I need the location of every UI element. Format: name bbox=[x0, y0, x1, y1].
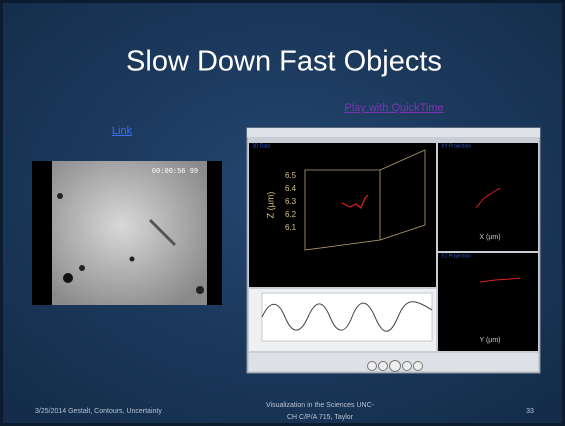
particle bbox=[57, 193, 63, 199]
button[interactable] bbox=[403, 362, 412, 371]
button[interactable] bbox=[368, 362, 377, 371]
tick-label: 6.1 bbox=[285, 223, 297, 232]
waveform-plot bbox=[262, 293, 432, 341]
panel-label: XY Projection bbox=[441, 143, 471, 149]
button[interactable] bbox=[414, 362, 423, 371]
title: Slow Down Fast Objects bbox=[126, 46, 442, 78]
page: Slow Down Fast Objects Link Play with Qu… bbox=[0, 0, 565, 426]
button[interactable] bbox=[390, 361, 401, 372]
page-number: 33 bbox=[526, 408, 534, 415]
tick-label: 6.2 bbox=[285, 210, 297, 219]
title-bar bbox=[247, 128, 540, 137]
axis-label: Z (µm) bbox=[265, 192, 275, 219]
axis-label: Y (µm) bbox=[479, 337, 500, 344]
link[interactable]: Play with QuickTime bbox=[344, 102, 443, 114]
footer-course: Visualization in the Sciences UNC- bbox=[266, 402, 375, 409]
link[interactable]: Link bbox=[112, 125, 133, 137]
slide: Slow Down Fast Objects Link Play with Qu… bbox=[0, 0, 565, 426]
particle bbox=[63, 273, 73, 283]
particle bbox=[79, 265, 85, 271]
button[interactable] bbox=[379, 362, 388, 371]
microscope-image bbox=[52, 161, 207, 305]
tick-label: 6.5 bbox=[285, 171, 297, 180]
tick-label: 6.3 bbox=[285, 197, 297, 206]
tick-label: 6.4 bbox=[285, 184, 297, 193]
panel-3d bbox=[249, 143, 436, 287]
footer-course: CH C/P/A 715, Taylor bbox=[287, 414, 354, 421]
timestamp: 00:00:56 99 bbox=[152, 168, 198, 176]
panel-label: YZ Projection bbox=[441, 253, 471, 259]
particle bbox=[196, 286, 204, 294]
footer-date: 3/25/2014 Gestalt, Contours, Uncertainty bbox=[35, 408, 162, 415]
panel-label: 3D Data bbox=[252, 143, 271, 149]
axis-label: X (µm) bbox=[479, 234, 500, 241]
particle bbox=[130, 257, 135, 262]
